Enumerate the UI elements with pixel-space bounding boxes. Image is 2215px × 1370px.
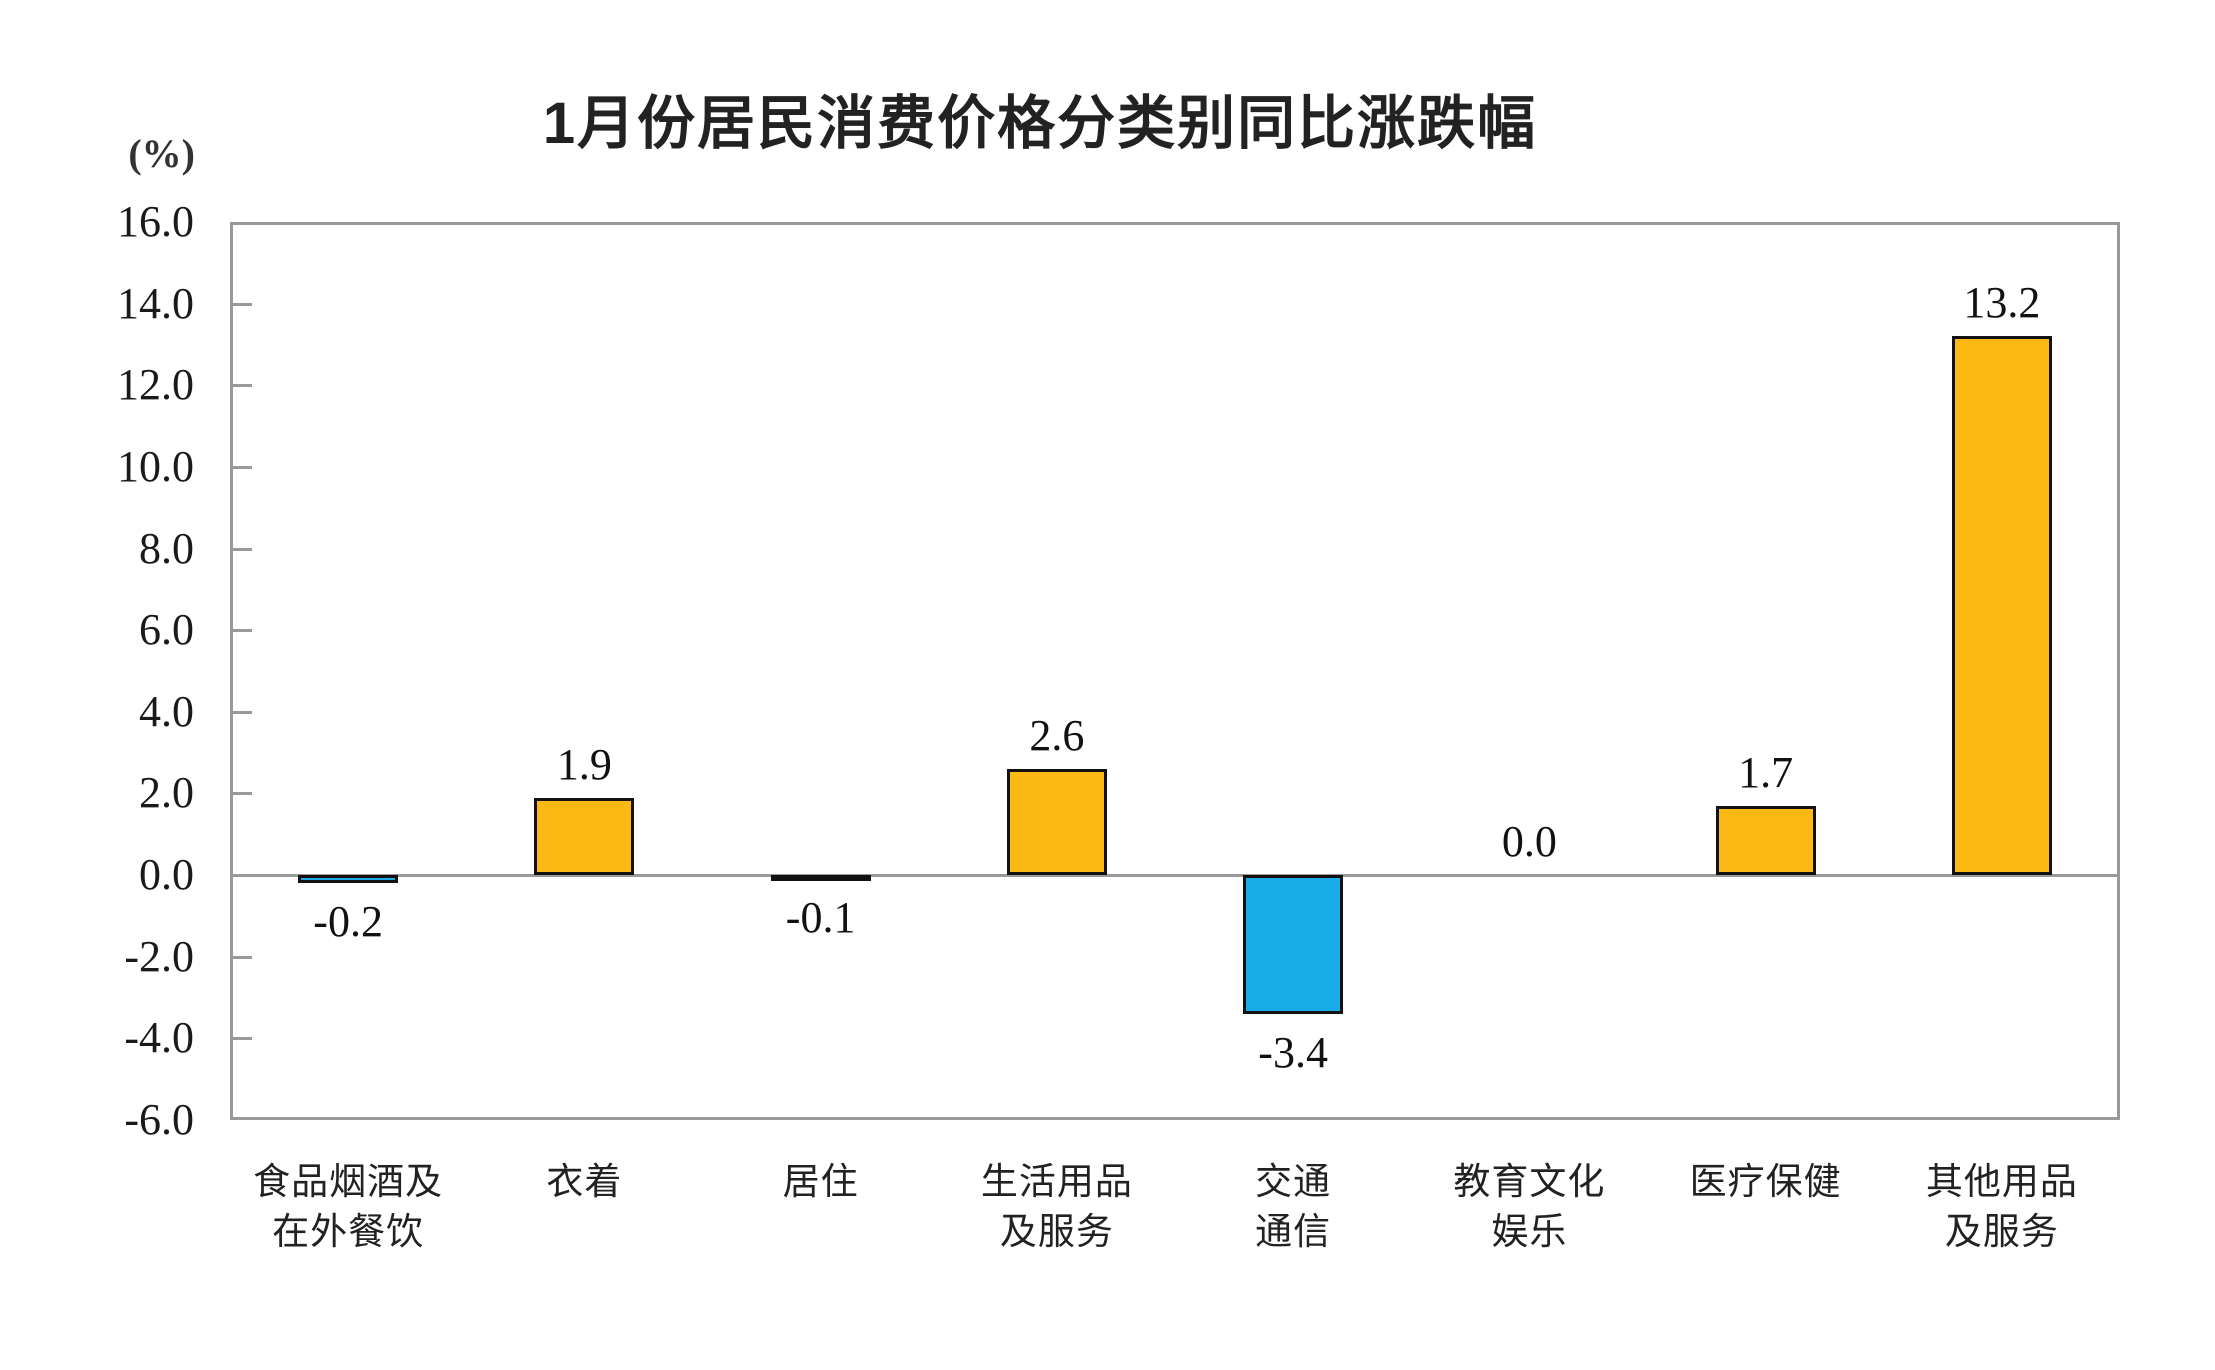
bar-6: [1715, 805, 1816, 876]
y-tick-label: -4.0: [124, 1013, 194, 1063]
x-category-label-line: 教育文化: [1453, 1162, 1606, 1203]
y-tick-label: -6.0: [124, 1095, 194, 1144]
bar-4: [1243, 875, 1344, 1014]
x-category-label: 教育文化 娱乐: [1411, 1158, 1647, 1258]
y-tick-label: 14.0: [117, 278, 194, 328]
y-tick-mark: [230, 547, 252, 551]
x-category-label: 衣着: [466, 1158, 702, 1208]
bar-value-label: -0.2: [313, 897, 383, 947]
bar-0: [298, 875, 399, 884]
x-category-label: 生活用品 及服务: [939, 1158, 1175, 1258]
y-tick-mark: [230, 1037, 252, 1041]
y-tick-mark: [230, 710, 252, 714]
bar-1: [534, 797, 635, 876]
y-tick-label: 12.0: [117, 360, 194, 410]
y-tick-label: 10.0: [117, 441, 194, 491]
x-category-label-line: 娱乐: [1491, 1212, 1568, 1253]
y-tick-label: 0.0: [139, 850, 194, 900]
y-tick-mark: [230, 955, 252, 959]
y-tick-mark: [230, 302, 252, 306]
chart-title: 1月份居民消费价格分类别同比涨跌幅: [542, 91, 1538, 156]
x-category-label: 食品烟酒及 在外餐饮: [230, 1158, 466, 1258]
y-axis-unit-label: (%): [128, 131, 195, 176]
y-tick-mark: [230, 792, 252, 796]
y-tick-label: 8.0: [139, 523, 194, 573]
x-category-label-line: 居住: [782, 1162, 859, 1203]
bar-value-label: 13.2: [1963, 278, 2041, 328]
bar-value-label: 0.0: [1501, 817, 1557, 867]
bar-value-label: 1.9: [556, 739, 612, 789]
x-category-label-line: 在外餐饮: [272, 1212, 425, 1253]
x-category-label: 其他用品 及服务: [1884, 1158, 2120, 1258]
x-category-label: 交通 通信: [1175, 1158, 1411, 1258]
x-category-label-line: 及服务: [1944, 1212, 2059, 1253]
zero-baseline: [230, 874, 2120, 878]
x-category-label-line: 衣着: [546, 1162, 623, 1203]
x-category-label: 居住: [703, 1158, 939, 1208]
y-tick-label: 4.0: [139, 686, 194, 736]
x-category-label-line: 及服务: [999, 1212, 1114, 1253]
bar-value-label: 2.6: [1029, 710, 1085, 760]
bar-2: [770, 875, 871, 882]
bar-value-label: 1.7: [1738, 747, 1794, 797]
x-category-label-line: 医疗保健: [1689, 1162, 1842, 1203]
plot-area: [230, 222, 2120, 1120]
bar-3: [1006, 768, 1107, 876]
y-tick-label: 2.0: [139, 768, 194, 818]
y-tick-mark: [230, 384, 252, 388]
bar-value-label: -0.1: [785, 893, 856, 943]
y-tick-label: -2.0: [124, 931, 194, 981]
bar-7: [1951, 336, 2052, 876]
y-tick-label: 16.0: [117, 197, 194, 246]
y-tick-mark: [230, 629, 252, 633]
x-category-label-line: 其他用品: [1925, 1162, 2078, 1203]
x-category-label-line: 生活用品: [980, 1162, 1133, 1203]
y-tick-label: 6.0: [139, 605, 194, 655]
x-category-label-line: 交通: [1255, 1162, 1332, 1203]
bar-value-label: -3.4: [1258, 1027, 1328, 1077]
x-category-label-line: 通信: [1255, 1212, 1332, 1253]
x-category-label-line: 食品烟酒及: [253, 1162, 444, 1203]
x-category-label: 医疗保健: [1648, 1158, 1884, 1208]
y-tick-mark: [230, 465, 252, 469]
